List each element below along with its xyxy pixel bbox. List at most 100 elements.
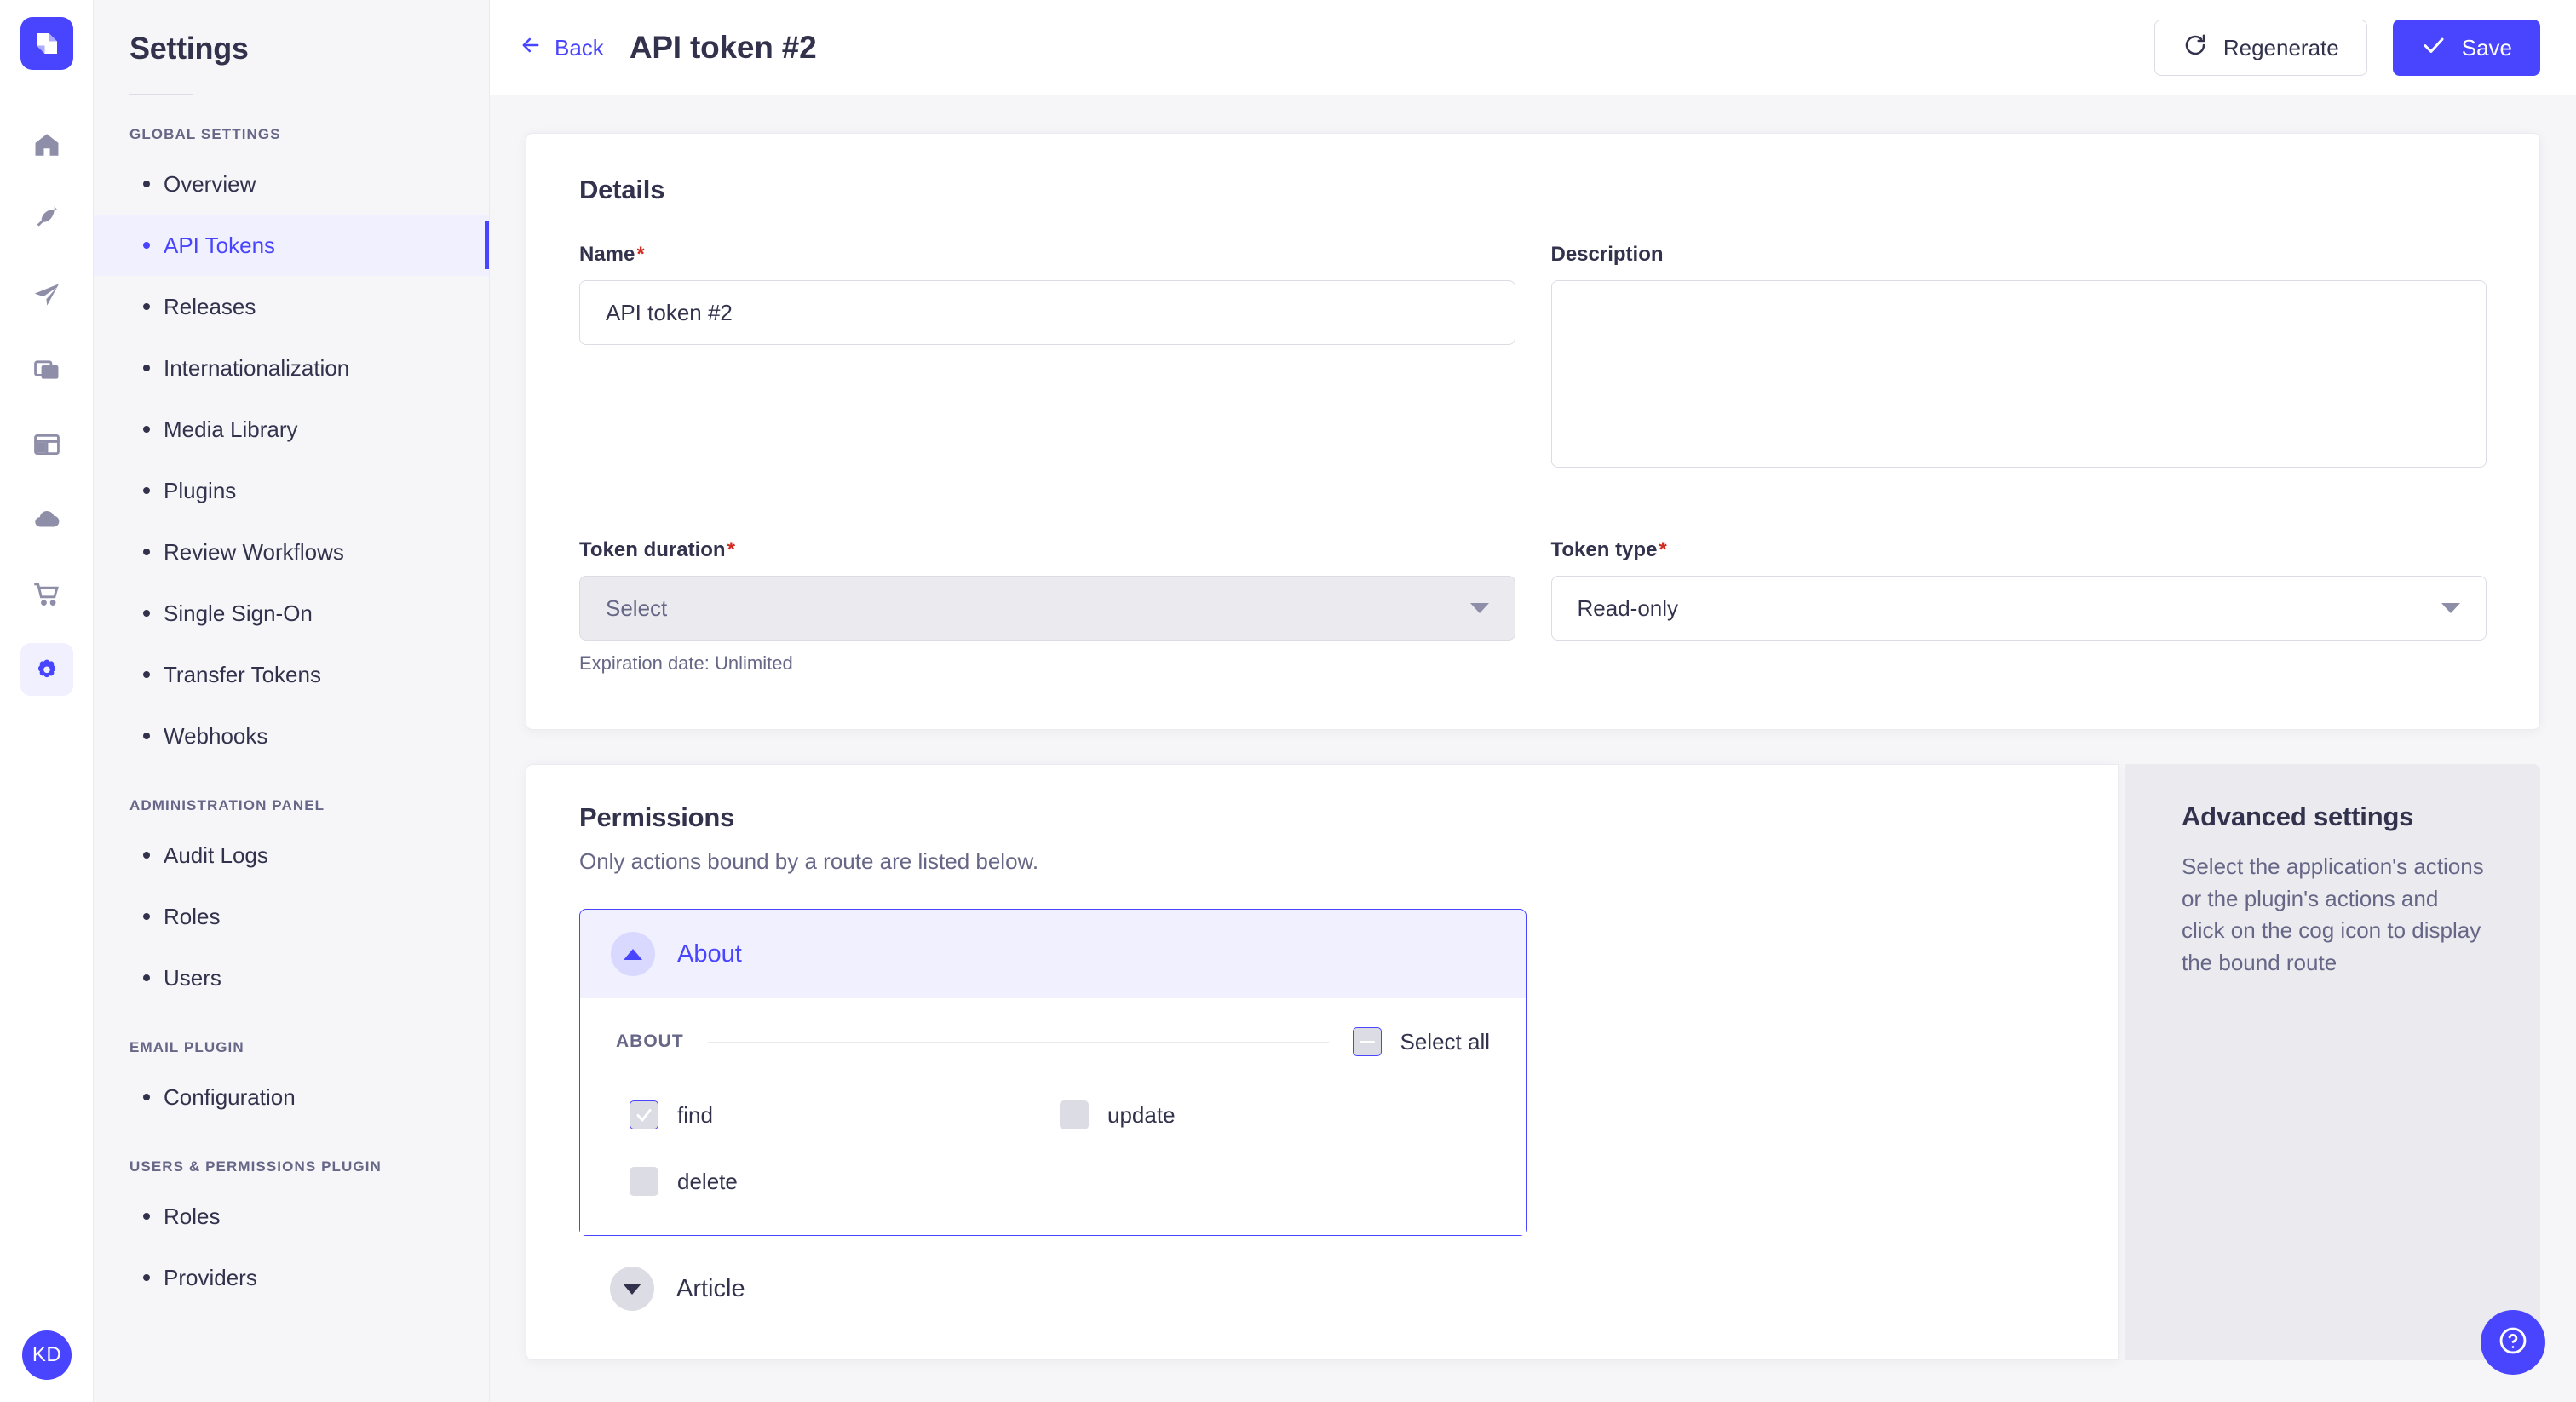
bullet-icon: [143, 913, 150, 920]
sidebar-item-roles-admin[interactable]: Roles: [94, 886, 489, 947]
bullet-icon: [143, 610, 150, 617]
advanced-settings-title: Advanced settings: [2182, 802, 2414, 831]
bullet-icon: [143, 1094, 150, 1100]
sidebar-item-overview[interactable]: Overview: [94, 153, 489, 215]
spacer: [579, 472, 2487, 501]
accordion-about-body: ABOUT Select all: [580, 998, 1526, 1235]
sidebar-group-label: USERS & PERMISSIONS PLUGIN: [129, 1158, 382, 1175]
home-icon[interactable]: [20, 118, 73, 171]
regenerate-label: Regenerate: [2222, 34, 2339, 60]
token-duration-value: Select: [606, 595, 668, 621]
sidebar-item-label: Releases: [164, 293, 256, 319]
sidebar-group-administration: ADMINISTRATION PANEL Audit Logs Roles Us…: [94, 797, 489, 1008]
about-group-label: ABOUT: [616, 1031, 684, 1051]
permissions-section: Permissions Only actions bound by a rout…: [526, 764, 2540, 1360]
chevron-up-icon[interactable]: [611, 932, 655, 976]
select-all-control[interactable]: Select all: [1352, 1027, 1490, 1056]
sidebar-item-label: Plugins: [164, 477, 237, 503]
token-duration-select[interactable]: Select: [579, 576, 1515, 641]
bullet-icon: [143, 487, 150, 494]
avatar[interactable]: KD: [22, 1330, 72, 1380]
required-marker: *: [1659, 538, 1667, 561]
main-region: Back API token #2 Regenerate Save: [490, 0, 2576, 1402]
sidebar-item-single-sign-on[interactable]: Single Sign-On: [94, 583, 489, 644]
sidebar-item-webhooks[interactable]: Webhooks: [94, 705, 489, 767]
layout-icon[interactable]: [20, 418, 73, 471]
sidebar-group-global: GLOBAL SETTINGS Overview API Tokens Rele…: [94, 126, 489, 767]
update-checkbox[interactable]: [1060, 1100, 1089, 1129]
accordion-about-header[interactable]: About: [580, 910, 1526, 998]
token-duration-label: Token duration*: [579, 538, 735, 561]
sidebar-item-users[interactable]: Users: [94, 947, 489, 1008]
back-button[interactable]: Back: [519, 33, 604, 63]
token-type-value: Read-only: [1577, 595, 1679, 621]
description-field-wrapper: Description: [1550, 243, 2487, 472]
sidebar-group-users-permissions: USERS & PERMISSIONS PLUGIN Roles Provide…: [94, 1158, 489, 1308]
sidebar-item-internationalization[interactable]: Internationalization: [94, 337, 489, 399]
feather-icon[interactable]: [20, 193, 73, 246]
gear-icon[interactable]: [20, 643, 73, 696]
token-type-select[interactable]: Read-only: [1550, 576, 2487, 641]
sidebar-item-releases[interactable]: Releases: [94, 276, 489, 337]
cart-icon[interactable]: [20, 568, 73, 621]
main-nav-rail: KD: [0, 0, 94, 1402]
regenerate-button[interactable]: Regenerate: [2153, 20, 2367, 76]
sidebar-group-label: EMAIL PLUGIN: [129, 1039, 244, 1055]
images-icon[interactable]: [20, 343, 73, 396]
accordion-about-title: About: [677, 939, 742, 968]
sidebar-item-plugins[interactable]: Plugins: [94, 460, 489, 521]
description-textarea[interactable]: [1550, 280, 2487, 468]
sidebar-item-label: Transfer Tokens: [164, 661, 321, 687]
accordion-about: About ABOUT Select all: [579, 909, 1527, 1236]
select-all-checkbox[interactable]: [1352, 1027, 1382, 1056]
permission-find[interactable]: find: [630, 1100, 1060, 1129]
token-type-label: Token type*: [1550, 538, 1667, 561]
refresh-icon: [2182, 32, 2208, 64]
permissions-subtitle: Only actions bound by a route are listed…: [579, 848, 1039, 874]
name-label: Name*: [579, 243, 645, 266]
sidebar-item-configuration[interactable]: Configuration: [94, 1066, 489, 1128]
back-label: Back: [555, 34, 604, 60]
sidebar-item-providers[interactable]: Providers: [94, 1247, 489, 1308]
permission-delete[interactable]: delete: [630, 1167, 1060, 1196]
page-title: API token #2: [629, 30, 817, 65]
bullet-icon: [143, 733, 150, 739]
save-button[interactable]: Save: [2392, 20, 2540, 76]
sidebar-item-roles-users-permissions[interactable]: Roles: [94, 1186, 489, 1247]
permissions-title: Permissions: [579, 802, 735, 832]
sidebar-item-transfer-tokens[interactable]: Transfer Tokens: [94, 644, 489, 705]
name-input[interactable]: [579, 280, 1515, 345]
bullet-icon: [143, 242, 150, 249]
bullet-icon: [143, 1274, 150, 1281]
sidebar-item-api-tokens[interactable]: API Tokens: [94, 215, 489, 276]
question-mark-icon: [2498, 1325, 2528, 1360]
name-field-wrapper: Name*: [579, 243, 1515, 472]
strapi-logo-icon[interactable]: [20, 17, 73, 70]
bullet-icon: [143, 426, 150, 433]
sidebar-item-audit-logs[interactable]: Audit Logs: [94, 825, 489, 886]
about-group-row: ABOUT Select all: [616, 1027, 1490, 1056]
paper-plane-icon[interactable]: [20, 268, 73, 321]
find-checkbox[interactable]: [630, 1100, 658, 1129]
bullet-icon: [143, 1213, 150, 1220]
sidebar-item-review-workflows[interactable]: Review Workflows: [94, 521, 489, 583]
check-icon: [2421, 32, 2447, 64]
delete-checkbox[interactable]: [630, 1167, 658, 1196]
expiration-hint: Expiration date: Unlimited: [579, 652, 793, 674]
help-button[interactable]: [2481, 1310, 2545, 1375]
details-card: Details Name* Description: [526, 133, 2540, 730]
accordion-article-title: Article: [676, 1274, 745, 1302]
about-actions-grid: find update delete: [616, 1100, 1490, 1196]
sidebar-divider: [129, 94, 193, 95]
sidebar-item-media-library[interactable]: Media Library: [94, 399, 489, 460]
permission-update[interactable]: update: [1060, 1100, 1490, 1129]
cloud-icon[interactable]: [20, 493, 73, 546]
settings-sidebar: Settings GLOBAL SETTINGS Overview API To…: [94, 0, 490, 1402]
sidebar-group-label: GLOBAL SETTINGS: [129, 126, 281, 142]
bullet-icon: [143, 181, 150, 187]
chevron-down-icon: [2441, 603, 2460, 613]
bullet-icon: [143, 852, 150, 859]
advanced-settings-panel: Advanced settings Select the application…: [2125, 764, 2540, 1360]
accordion-article-header[interactable]: Article: [579, 1267, 2065, 1311]
chevron-down-icon[interactable]: [610, 1267, 654, 1311]
